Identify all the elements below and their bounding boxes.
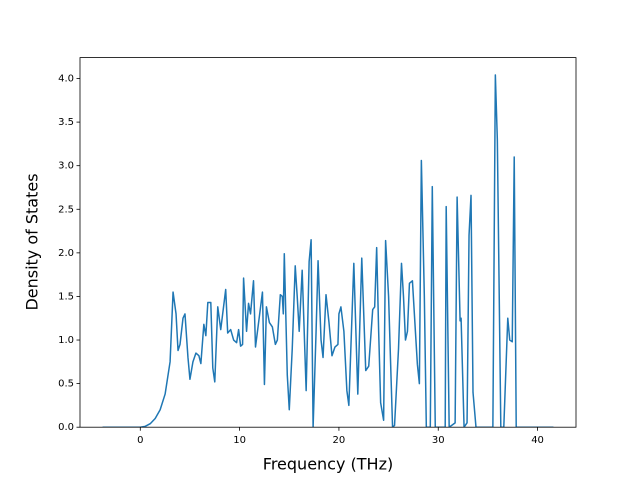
y-tick-label: 3.0 (58, 161, 74, 172)
x-tick-label: 20 (333, 435, 346, 446)
x-tick-label: 30 (432, 435, 445, 446)
y-axis-label: Density of States (23, 173, 42, 310)
y-tick-label: 2.0 (58, 248, 74, 259)
y-tick-label: 3.5 (58, 117, 74, 128)
y-tick-label: 1.0 (58, 335, 74, 346)
y-tick-label: 1.5 (58, 291, 74, 302)
y-tick-label: 0.5 (58, 379, 74, 390)
y-tick-label: 0.0 (58, 422, 74, 433)
x-tick-label: 40 (531, 435, 544, 446)
y-tick-label: 2.5 (58, 204, 74, 215)
x-tick-label: 10 (233, 435, 246, 446)
x-tick-label: 0 (137, 435, 143, 446)
plot-frame (79, 57, 577, 428)
y-tick-label: 4.0 (58, 74, 74, 85)
data-line (102, 74, 554, 428)
x-axis-label: Frequency (THz) (263, 455, 393, 474)
